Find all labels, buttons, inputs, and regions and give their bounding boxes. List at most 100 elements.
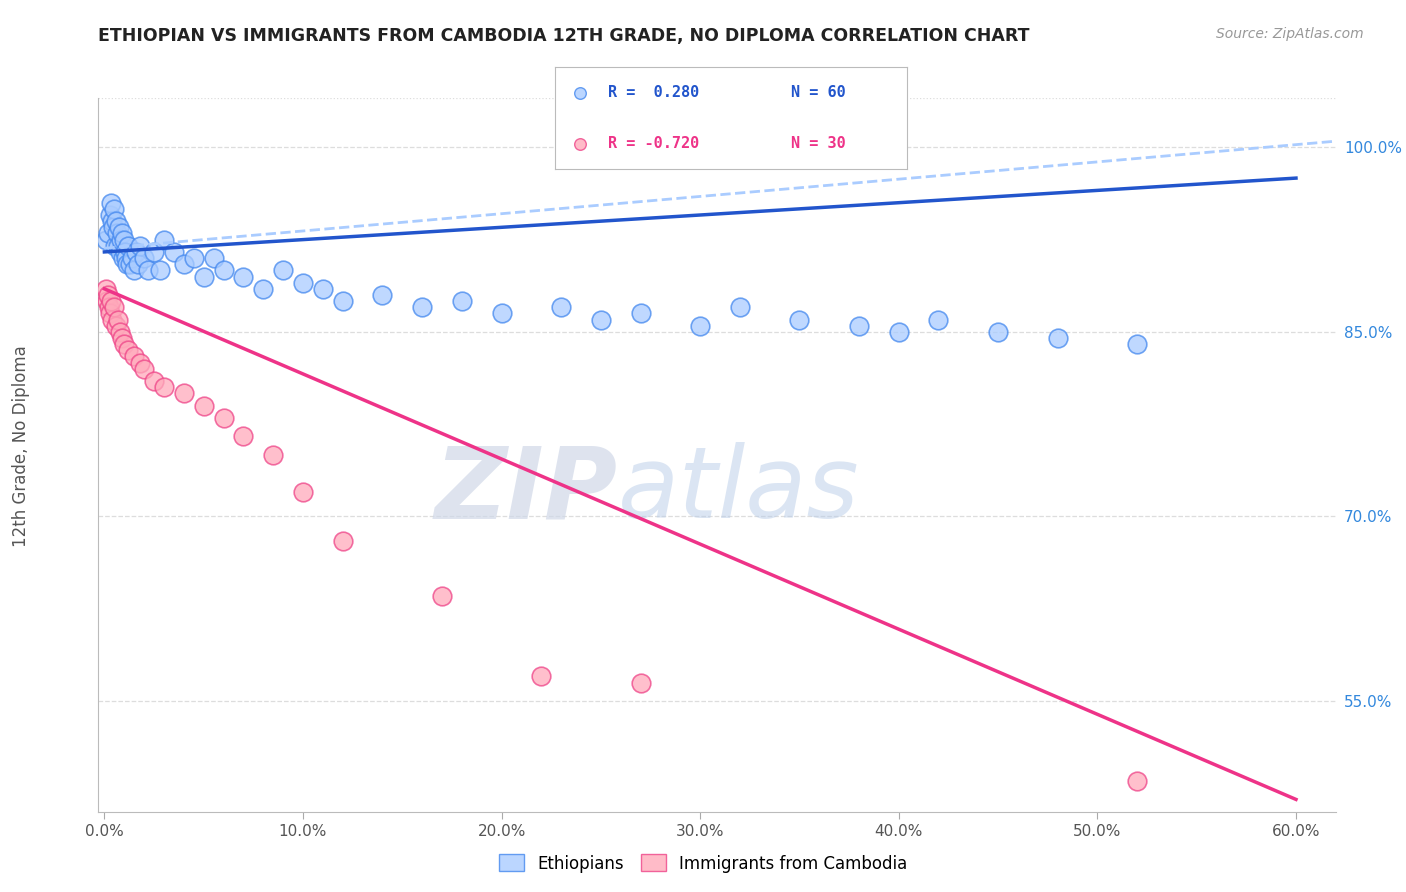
Point xyxy=(332,534,354,549)
Point xyxy=(101,312,124,326)
Point xyxy=(153,380,176,394)
Point xyxy=(121,251,143,265)
Point xyxy=(1126,337,1149,351)
Point xyxy=(105,214,128,228)
Point xyxy=(101,214,124,228)
Text: N = 30: N = 30 xyxy=(790,136,845,152)
Point xyxy=(110,244,132,259)
Point xyxy=(103,300,125,314)
Point xyxy=(202,251,225,265)
Point xyxy=(1046,331,1069,345)
Point xyxy=(127,257,149,271)
Text: atlas: atlas xyxy=(619,442,859,539)
Point xyxy=(100,294,122,309)
Text: 12th Grade, No Diploma: 12th Grade, No Diploma xyxy=(13,345,30,547)
Point xyxy=(430,590,453,604)
Point xyxy=(117,343,139,358)
Point xyxy=(232,429,254,443)
Point xyxy=(96,282,118,296)
Text: ZIP: ZIP xyxy=(434,442,619,539)
Point xyxy=(132,361,155,376)
Point xyxy=(530,669,553,683)
Text: R = -0.720: R = -0.720 xyxy=(609,136,699,152)
Point xyxy=(411,300,433,314)
Point xyxy=(111,331,134,345)
Point xyxy=(630,306,652,320)
Text: N = 60: N = 60 xyxy=(790,85,845,100)
Text: Source: ZipAtlas.com: Source: ZipAtlas.com xyxy=(1216,27,1364,41)
Point xyxy=(120,257,142,271)
Point xyxy=(112,337,135,351)
Point xyxy=(232,269,254,284)
Point xyxy=(97,288,120,302)
Point xyxy=(149,263,172,277)
Point xyxy=(112,233,135,247)
Point xyxy=(371,288,394,302)
Point xyxy=(212,411,235,425)
Point xyxy=(183,251,205,265)
Point xyxy=(789,312,811,326)
Point xyxy=(887,325,910,339)
Point xyxy=(630,675,652,690)
Point xyxy=(143,244,166,259)
Point xyxy=(312,282,335,296)
Point xyxy=(103,202,125,216)
Point xyxy=(115,251,138,265)
Point xyxy=(987,325,1010,339)
Point xyxy=(848,318,870,333)
Point xyxy=(98,306,121,320)
Point xyxy=(105,227,128,241)
Point xyxy=(125,244,148,259)
Point xyxy=(153,233,176,247)
Point xyxy=(550,300,572,314)
Point xyxy=(332,294,354,309)
Point xyxy=(104,239,127,253)
Point xyxy=(589,312,612,326)
Point xyxy=(115,257,138,271)
Point xyxy=(129,356,152,370)
Point xyxy=(108,220,131,235)
Point xyxy=(689,318,711,333)
Point xyxy=(129,239,152,253)
Point xyxy=(927,312,949,326)
Point xyxy=(173,386,195,401)
Point xyxy=(143,374,166,388)
Point xyxy=(132,251,155,265)
Point xyxy=(252,282,274,296)
Point xyxy=(105,318,128,333)
Point xyxy=(103,220,125,235)
Point xyxy=(163,244,186,259)
Point xyxy=(173,257,195,271)
Point xyxy=(107,239,129,253)
Point xyxy=(114,244,136,259)
Text: R =  0.280: R = 0.280 xyxy=(609,85,699,100)
Point xyxy=(110,325,132,339)
Point xyxy=(212,263,235,277)
Point xyxy=(96,294,118,309)
Point xyxy=(111,227,134,241)
Point xyxy=(110,233,132,247)
Point xyxy=(122,350,145,364)
Text: ETHIOPIAN VS IMMIGRANTS FROM CAMBODIA 12TH GRADE, NO DIPLOMA CORRELATION CHART: ETHIOPIAN VS IMMIGRANTS FROM CAMBODIA 12… xyxy=(98,27,1031,45)
Point xyxy=(193,399,215,413)
Point xyxy=(117,239,139,253)
Point xyxy=(291,484,314,499)
Point xyxy=(450,294,472,309)
Legend: Ethiopians, Immigrants from Cambodia: Ethiopians, Immigrants from Cambodia xyxy=(492,847,914,880)
Point xyxy=(262,448,284,462)
Point xyxy=(271,263,294,277)
Point xyxy=(728,300,751,314)
Point xyxy=(100,195,122,210)
Point xyxy=(122,263,145,277)
Point xyxy=(491,306,513,320)
Point xyxy=(1126,774,1149,789)
Point xyxy=(97,227,120,241)
Point xyxy=(98,208,121,222)
Point xyxy=(193,269,215,284)
Point xyxy=(98,300,121,314)
Point xyxy=(291,276,314,290)
Point xyxy=(107,312,129,326)
Point xyxy=(136,263,159,277)
Point xyxy=(112,251,135,265)
Point xyxy=(96,233,118,247)
